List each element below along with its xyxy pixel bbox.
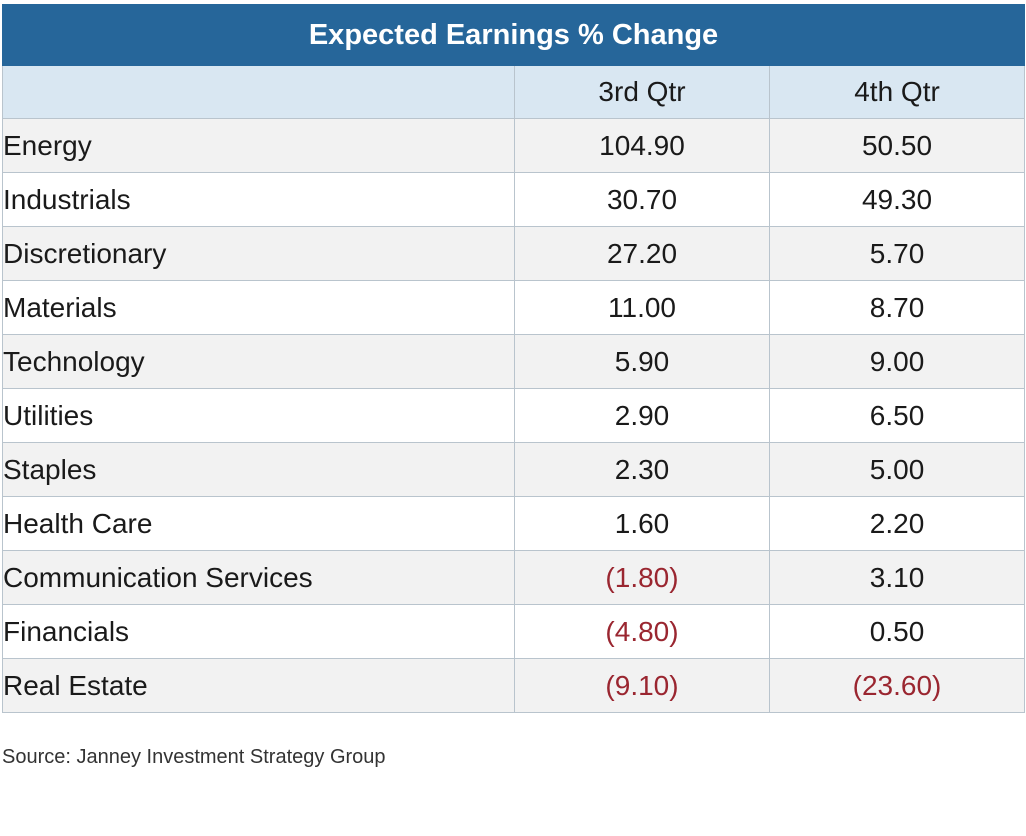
sector-cell: Materials: [2, 280, 515, 335]
q3-value-cell: 2.90: [514, 388, 770, 443]
q4-value-cell: 49.30: [768, 172, 1026, 227]
q3-value-cell: 2.30: [514, 442, 770, 497]
q4-value-cell: 5.00: [768, 442, 1026, 497]
sector-cell: Staples: [2, 442, 515, 497]
q4-value-cell: (23.60): [768, 658, 1026, 713]
sector-cell: Communication Services: [2, 550, 515, 605]
q4-value-cell: 5.70: [768, 226, 1026, 281]
q4-value-cell: 6.50: [768, 388, 1026, 443]
table-row: Industrials 30.70 49.30: [2, 172, 1026, 227]
sector-cell: Utilities: [2, 388, 515, 443]
table-row: Discretionary 27.20 5.70: [2, 226, 1026, 281]
q4-value-cell: 0.50: [768, 604, 1026, 659]
q3-value-cell: 104.90: [514, 118, 770, 173]
q3-value-cell: (9.10): [514, 658, 770, 713]
column-header-sector: [2, 65, 515, 119]
q3-value-cell: 1.60: [514, 496, 770, 551]
sector-cell: Energy: [2, 118, 515, 173]
table-row: Materials 11.00 8.70: [2, 280, 1026, 335]
q4-value-cell: 8.70: [768, 280, 1026, 335]
earnings-table: Expected Earnings % Change 3rd Qtr 4th Q…: [1, 4, 1026, 713]
q3-value-cell: (4.80): [514, 604, 770, 659]
q3-value-cell: 11.00: [514, 280, 770, 335]
q3-value-cell: 30.70: [514, 172, 770, 227]
sector-cell: Health Care: [2, 496, 515, 551]
q3-value-cell: 5.90: [514, 334, 770, 389]
sector-cell: Technology: [2, 334, 515, 389]
q3-value-cell: 27.20: [514, 226, 770, 281]
table-row: Financials (4.80) 0.50: [2, 604, 1026, 659]
table-title: Expected Earnings % Change: [1, 4, 1026, 66]
sector-cell: Discretionary: [2, 226, 515, 281]
sector-cell: Financials: [2, 604, 515, 659]
sector-cell: Real Estate: [2, 658, 515, 713]
column-header-row: 3rd Qtr 4th Qtr: [2, 65, 1026, 119]
source-note: Source: Janney Investment Strategy Group: [2, 746, 386, 768]
q4-value-cell: 50.50: [768, 118, 1026, 173]
q4-value-cell: 3.10: [768, 550, 1026, 605]
column-header-q4: 4th Qtr: [768, 65, 1026, 119]
sector-cell: Industrials: [2, 172, 515, 227]
table-row: Real Estate (9.10) (23.60): [2, 658, 1026, 713]
column-header-q3: 3rd Qtr: [514, 65, 770, 119]
table-row: Utilities 2.90 6.50: [2, 388, 1026, 443]
table-row: Communication Services (1.80) 3.10: [2, 550, 1026, 605]
table-row: Technology 5.90 9.00: [2, 334, 1026, 389]
earnings-table-container: Expected Earnings % Change 3rd Qtr 4th Q…: [1, 4, 1026, 713]
table-row: Energy 104.90 50.50: [2, 118, 1026, 173]
table-row: Staples 2.30 5.00: [2, 442, 1026, 497]
q4-value-cell: 9.00: [768, 334, 1026, 389]
q3-value-cell: (1.80): [514, 550, 770, 605]
q4-value-cell: 2.20: [768, 496, 1026, 551]
table-row: Health Care 1.60 2.20: [2, 496, 1026, 551]
